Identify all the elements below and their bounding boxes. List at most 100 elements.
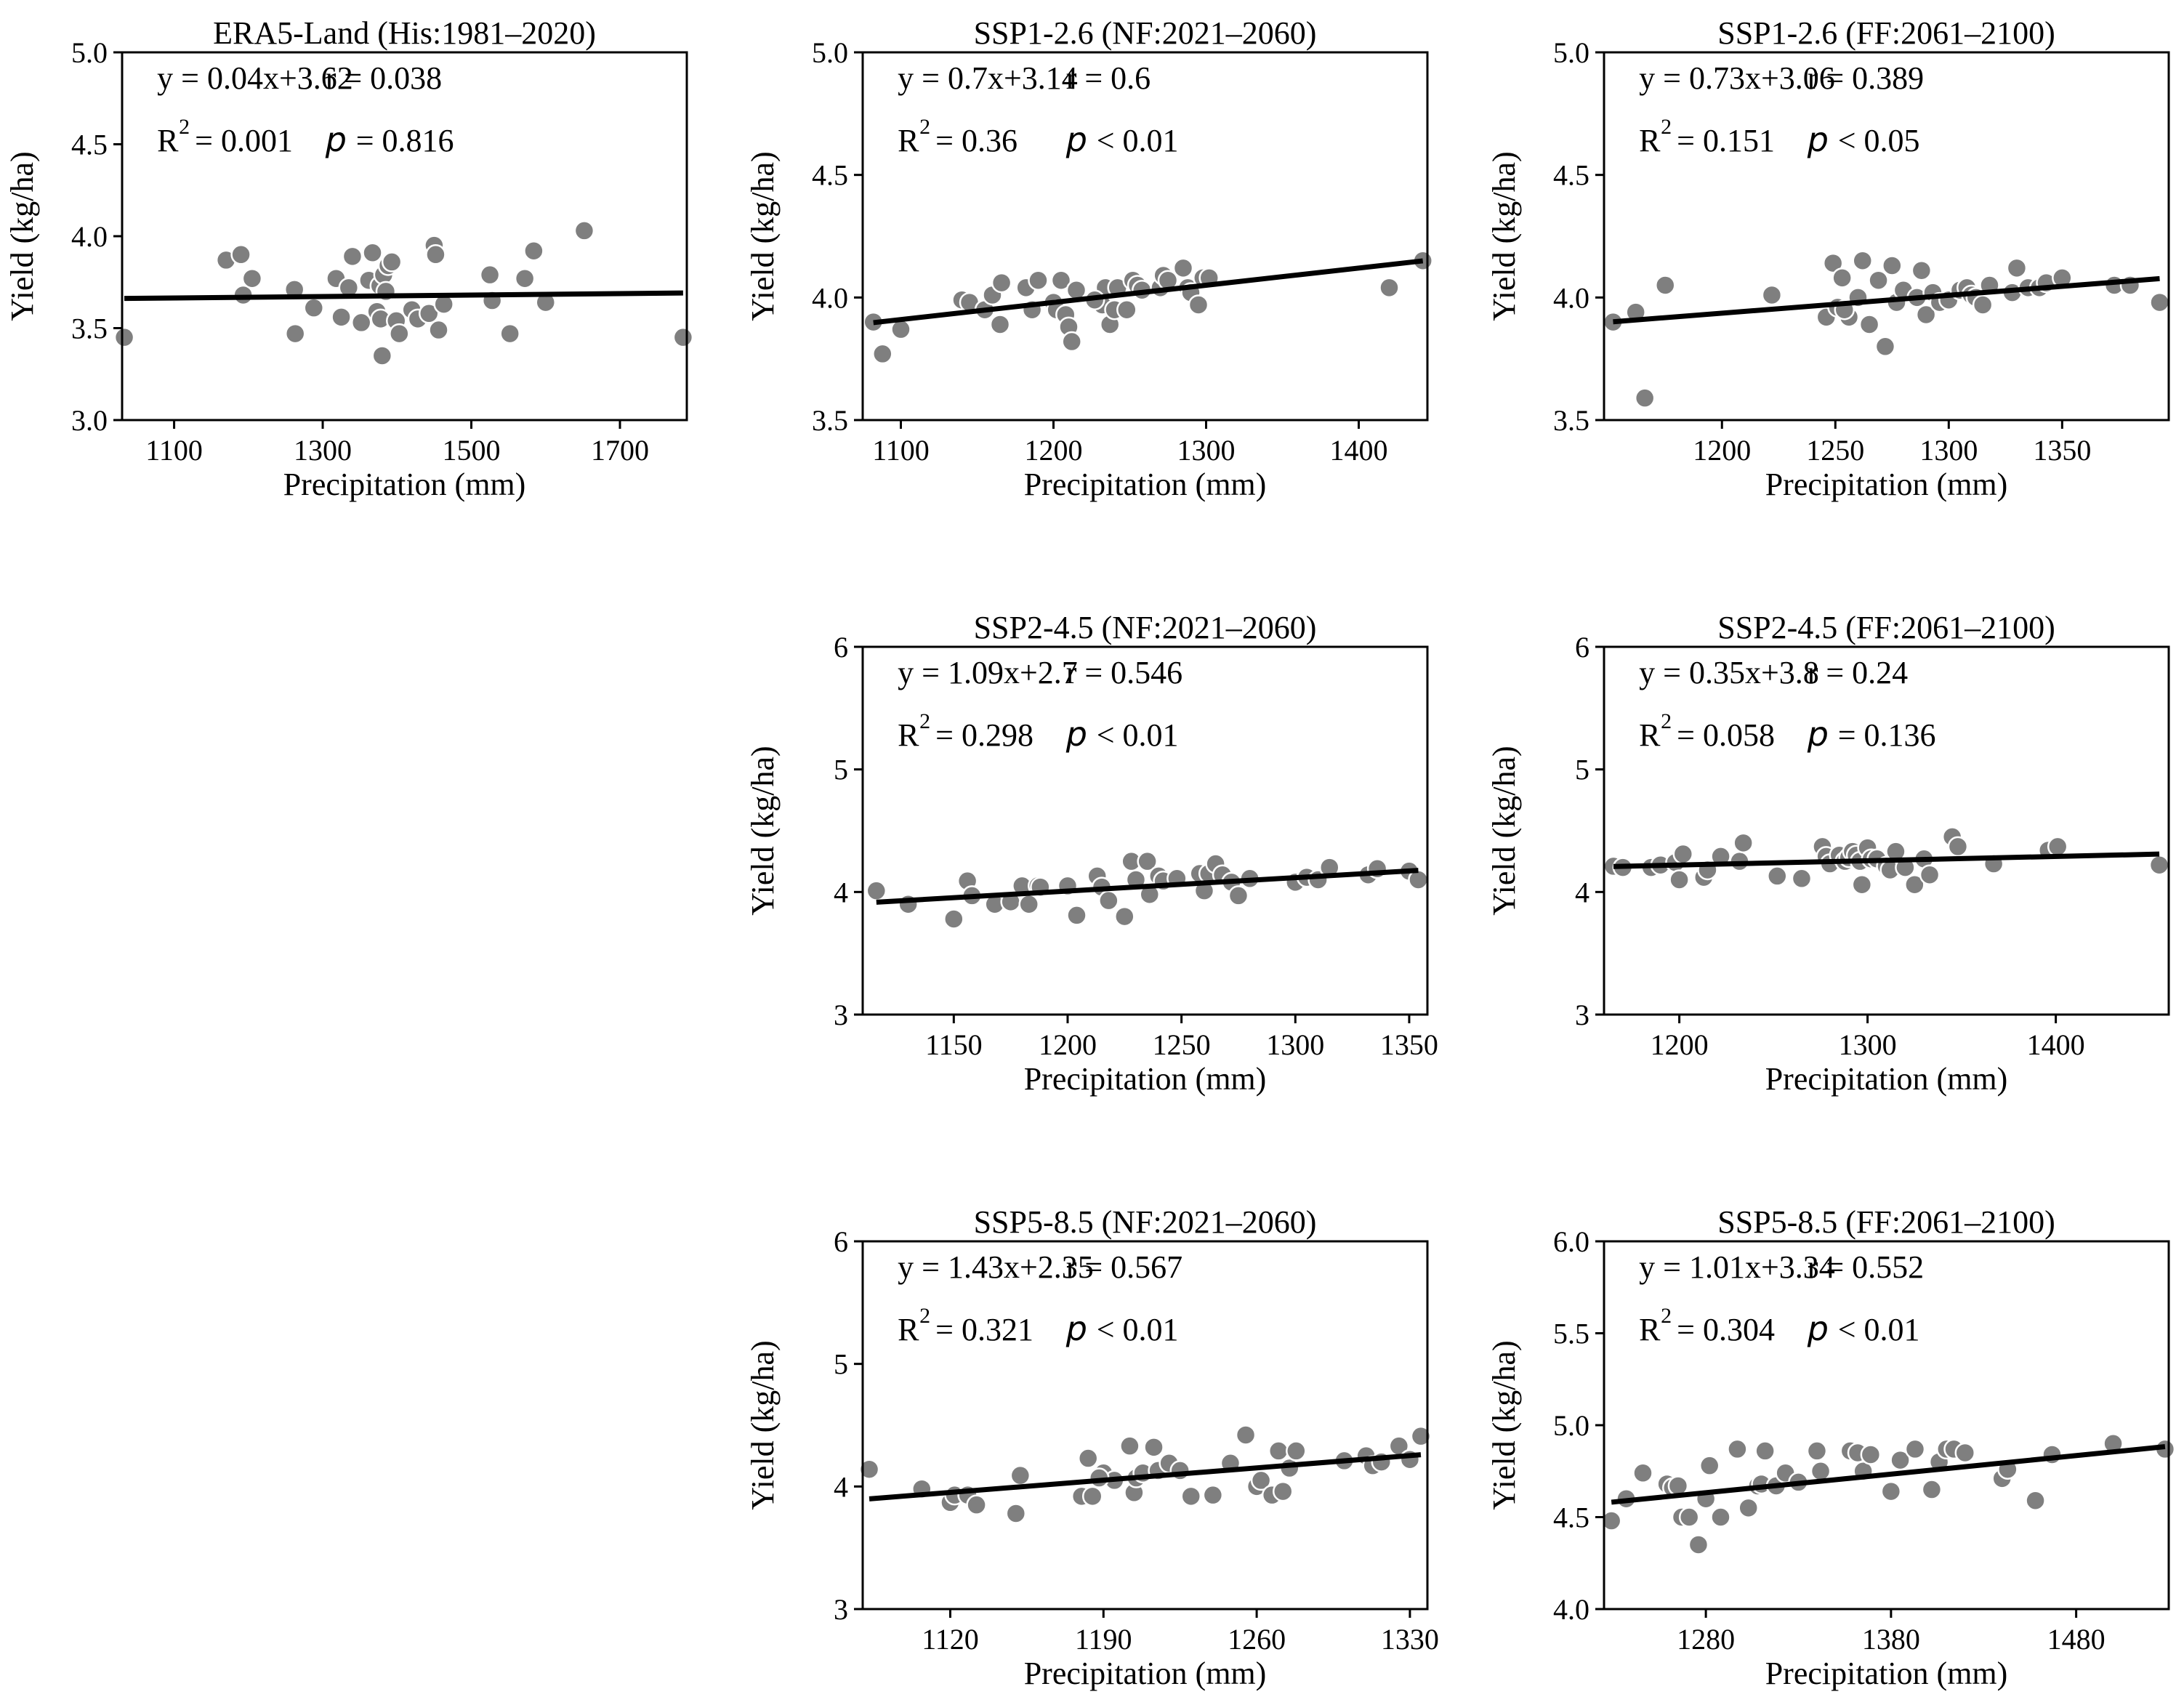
- data-point: [1972, 294, 1994, 315]
- data-point: [1632, 1462, 1653, 1484]
- data-point: [858, 1459, 880, 1480]
- x-axis-label: Precipitation (mm): [1765, 467, 2008, 502]
- p-value: < 0.01: [1838, 1312, 1920, 1347]
- x-tick-label: 1400: [1330, 434, 1388, 467]
- data-point: [1822, 252, 1844, 274]
- y-tick-label: 5.0: [71, 36, 108, 69]
- x-tick-label: 1260: [1228, 1623, 1286, 1656]
- data-point: [1272, 1480, 1294, 1502]
- data-point: [113, 326, 135, 348]
- correlation-r: r = 0.552: [1808, 1249, 1924, 1285]
- chart-title: SSP2-4.5 (FF:2061–2100): [1717, 610, 2055, 645]
- data-point: [1028, 270, 1049, 291]
- x-tick-label: 1350: [2033, 434, 2091, 467]
- data-point: [1858, 314, 1880, 335]
- chart-title: SSP1-2.6 (FF:2061–2100): [1717, 15, 2055, 51]
- r-squared-value: = 0.298: [935, 717, 1033, 753]
- x-tick-label: 1300: [1919, 434, 1978, 467]
- data-point: [241, 267, 263, 289]
- data-point: [1882, 255, 1903, 276]
- data-point: [1919, 864, 1941, 885]
- data-point: [1114, 906, 1135, 927]
- data-point: [381, 251, 403, 273]
- r-squared-symbol: R: [1639, 1312, 1661, 1347]
- y-tick-label: 4.5: [1553, 159, 1589, 192]
- data-point: [1669, 869, 1690, 890]
- data-point: [1832, 267, 1853, 289]
- y-axis-label: Yield (kg/ha): [745, 1340, 781, 1509]
- r-squared-value: = 0.058: [1677, 717, 1775, 753]
- data-point: [1860, 1444, 1882, 1465]
- data-point: [523, 240, 544, 262]
- data-point: [1921, 1479, 1943, 1500]
- y-tick-label: 5.0: [812, 36, 848, 69]
- y-axis-label: Yield (kg/ha): [4, 151, 40, 321]
- r-squared-superscript: 2: [1661, 1304, 1672, 1328]
- data-point: [943, 908, 964, 930]
- data-point: [1050, 270, 1072, 291]
- data-point: [1915, 304, 1937, 326]
- regression-equation: y = 1.01x+3.34: [1639, 1249, 1835, 1285]
- plot-frame: [1603, 645, 2170, 1016]
- chart-panel-2: SSP1-2.6 (NF:2021–2060) y = 0.7x+3.14r = …: [745, 15, 1433, 502]
- x-tick-label: 1200: [1693, 434, 1751, 467]
- x-tick-label: 1200: [1651, 1028, 1709, 1061]
- p-value: < 0.01: [1097, 123, 1179, 158]
- r-squared-symbol: R: [898, 123, 919, 158]
- x-tick-label: 1700: [591, 434, 649, 467]
- y-tick-label: 3.5: [1553, 404, 1589, 437]
- data-point: [1880, 1480, 1902, 1502]
- data-point: [1081, 1486, 1103, 1507]
- r-squared-superscript: 2: [919, 115, 930, 139]
- x-tick-label: 1400: [2027, 1028, 2085, 1061]
- data-point: [1678, 1507, 1700, 1528]
- y-tick-label: 5: [834, 1348, 848, 1381]
- data-point: [1188, 294, 1209, 315]
- data-point: [1868, 270, 1889, 291]
- plot-frame: [861, 1240, 1429, 1611]
- x-tick-label: 1100: [145, 434, 203, 467]
- x-axis-label: Precipitation (mm): [283, 467, 526, 502]
- r-squared-value: = 0.321: [935, 1312, 1033, 1347]
- r-squared-symbol: R: [1639, 123, 1661, 158]
- chart-panel-4: SSP2-4.5 (NF:2021–2060) y = 1.09x+2.7r = …: [745, 610, 1438, 1097]
- y-tick-label: 3.5: [71, 313, 108, 345]
- x-tick-label: 1300: [1177, 434, 1236, 467]
- data-point: [362, 242, 383, 264]
- x-tick-label: 1150: [925, 1028, 983, 1061]
- x-tick-label: 1300: [294, 434, 352, 467]
- plot-frame: [1603, 1240, 2170, 1611]
- data-point: [1250, 1470, 1272, 1491]
- y-tick-label: 4.0: [1553, 1593, 1589, 1626]
- data-point: [331, 307, 352, 328]
- data-point: [1061, 331, 1082, 352]
- y-axis-label: Yield (kg/ha): [1486, 1340, 1522, 1509]
- plot-frame: [861, 51, 1429, 422]
- data-point: [499, 323, 520, 344]
- chart-panel-5: SSP2-4.5 (FF:2061–2100) y = 0.35x+3.8r = …: [1486, 610, 2170, 1097]
- data-point: [1119, 1435, 1140, 1456]
- data-point: [1727, 1438, 1748, 1460]
- data-point: [1143, 1437, 1164, 1458]
- p-value: = 0.816: [356, 123, 454, 158]
- x-tick-label: 1350: [1380, 1028, 1438, 1061]
- r-squared-symbol: R: [898, 717, 919, 753]
- chart-panel-3: SSP1-2.6 (FF:2061–2100) y = 0.73x+3.06r =…: [1486, 15, 2170, 502]
- y-tick-label: 5.5: [1553, 1318, 1589, 1350]
- chart-title: SSP2-4.5 (NF:2021–2060): [974, 610, 1317, 645]
- data-point: [389, 323, 410, 344]
- data-point: [1810, 1461, 1832, 1482]
- r-squared-symbol: R: [157, 123, 179, 158]
- data-point: [230, 244, 251, 265]
- data-point: [1911, 259, 1933, 281]
- data-point: [1710, 1507, 1731, 1528]
- y-axis-label: Yield (kg/ha): [745, 151, 781, 321]
- p-symbol: p: [325, 120, 347, 159]
- data-point: [1791, 868, 1813, 890]
- x-tick-label: 1190: [1075, 1623, 1132, 1656]
- y-axis-label: Yield (kg/ha): [745, 746, 781, 915]
- y-tick-label: 6: [1575, 631, 1589, 664]
- data-point: [573, 220, 595, 241]
- x-axis-label: Precipitation (mm): [1024, 467, 1267, 502]
